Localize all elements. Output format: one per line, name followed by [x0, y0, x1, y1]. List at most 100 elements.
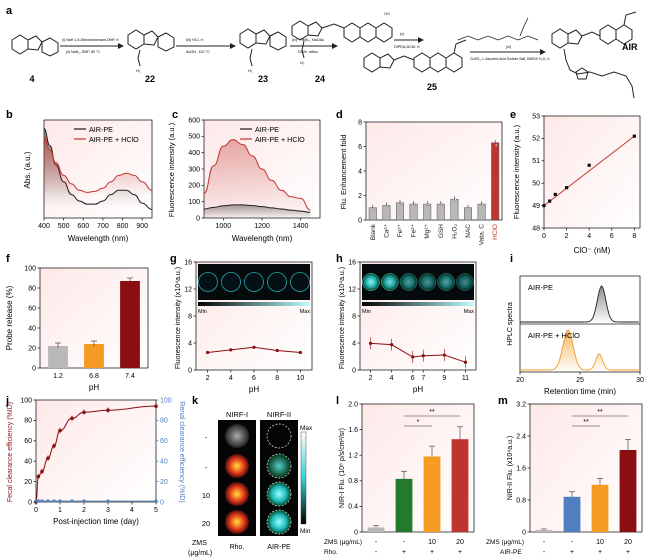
panel-d-bar: [436, 203, 445, 221]
panel-h-well: [399, 273, 418, 291]
panel-j-xtick-label: 4: [130, 507, 134, 514]
panel-h-min-label: Min: [362, 309, 371, 315]
panel-f-category-label: 1.2: [53, 373, 63, 380]
panel-m-bar: [563, 496, 581, 532]
panel-g-ytick-label: 4: [188, 340, 192, 347]
compound-25-structure: [363, 39, 467, 73]
panel-g-scale-bar: [198, 302, 310, 306]
panel-b-xtick-label: 800: [117, 223, 129, 230]
panel-j-plot-area: [35, 399, 157, 503]
step-1-top: (i) NaH 1,5-Dibromohexane,DMF, rt: [62, 38, 119, 42]
panel-f: f 1.2 6.8 7.4 0 20 40 60 80 100 Probe release (%…: [5, 253, 149, 392]
panel-c-xtick-label: 1400: [293, 223, 309, 230]
panel-letter-f: f: [6, 253, 10, 265]
panel-h-xtick-label: 4: [390, 375, 394, 382]
panel-h-max-label: Max: [464, 309, 475, 315]
panel-letter-b: b: [6, 109, 13, 121]
panel-m-ytick-label: 1.6: [516, 465, 526, 472]
panel-i-xtick-label: 25: [576, 377, 584, 384]
svg-text:N₃: N₃: [136, 68, 141, 73]
panel-g-ytick-label: 12: [184, 286, 192, 293]
panel-g-point: [229, 348, 233, 352]
panel-h-xlabel: pH: [413, 385, 423, 394]
panel-m-row-value: +: [626, 549, 630, 556]
panel-k: k NIRF-I NIRF-II Max Min - - 10 20 ZMS (…: [188, 395, 313, 557]
compound-25-label: 25: [427, 82, 437, 92]
panel-j-fecal-point: [46, 456, 50, 460]
panel-h-ytick-label: 8: [352, 313, 356, 320]
panel-g: g Min Max 2 4 6 8 10 0 4 8 12 16 Fluorescence int…: [170, 253, 313, 394]
panel-d-bar: [382, 205, 391, 221]
panel-d-point: [454, 198, 457, 201]
panel-c-marks: 1000 1200 1400 0 100 200 300 400 500 600: [188, 117, 311, 230]
panel-b-xlabel: Wavelength (nm): [68, 234, 129, 243]
panel-c-series-2-area: [204, 139, 311, 218]
panel-g-well: [198, 272, 218, 292]
panel-i-xlabel: Retention time (min): [544, 387, 616, 396]
panel-d-category-label: H₂O₂: [451, 224, 458, 239]
panel-e-ytick-label: 52: [532, 136, 540, 143]
peptide-reagent: [457, 17, 539, 41]
panel-j-fecal-point: [58, 428, 62, 433]
panel-i-bottom-trace: [520, 329, 639, 371]
panel-e-xlabel: ClO⁻ (nM): [574, 246, 611, 255]
panel-l-marks: ---+10+20+***00.40.81.21.62.0: [348, 401, 469, 556]
panel-d-marks: Blank Ca²⁺ Fe³⁺ Fe²⁺ Mg²⁺ GSH H₂O₂ NAC Vata. C HC…: [358, 119, 499, 245]
svg-text:N₃: N₃: [300, 60, 305, 65]
panel-l-bar: [423, 456, 441, 532]
panel-i-ylabel: HPLC spectra: [507, 302, 514, 346]
compound-4-structure: [11, 34, 59, 57]
panel-m-row-value: +: [570, 549, 574, 556]
panel-i-bottom-label: AIR-PE + HClO: [528, 331, 580, 340]
panel-letter-m: m: [498, 395, 508, 407]
panel-j-ytick2-label: 100: [160, 397, 172, 404]
panel-f-ytick-label: 60: [28, 305, 36, 312]
panel-c-ytick-label: 0: [196, 215, 200, 222]
panel-c-xtick-label: 1200: [254, 223, 270, 230]
panel-g-xtick-label: 8: [275, 375, 279, 382]
panel-e-plot-area: [543, 115, 641, 229]
panel-b: b 400 500 600 700 800 900 Abs. (a.u.) Wavelen…: [6, 109, 153, 243]
panel-b-xtick-label: 600: [77, 223, 89, 230]
panel-j-fecal-point: [52, 444, 56, 448]
panel-j-renal-point: [82, 499, 86, 503]
panel-j-fecal-point: [82, 410, 86, 415]
step-3-bottom: DCM, reflux: [298, 50, 318, 54]
panel-d-ylabel: Flu. Enhancement fold: [339, 134, 348, 209]
panel-m-bar: [535, 530, 553, 532]
panel-g-well: [267, 272, 287, 292]
panel-d-bar: [368, 207, 377, 221]
panel-c-ytick-label: 100: [188, 199, 200, 206]
panel-m-sig-label-2: **: [597, 409, 603, 416]
panel-j-ytick2-label: 0: [160, 499, 164, 506]
panel-i-top-trace: [520, 285, 639, 323]
panel-j-xtick-label: 0: [34, 507, 38, 514]
panel-m-bar: [591, 484, 609, 532]
panel-letter-k: k: [192, 395, 199, 407]
panel-k-nir1-spot: [225, 482, 249, 506]
panel-d-point: [386, 204, 389, 207]
panel-c-legend-2: AIR-PE + HClO: [255, 135, 305, 144]
panel-g-well: [244, 272, 264, 292]
panel-d-bar: [464, 207, 472, 221]
panel-e-point: [632, 134, 636, 138]
panel-h-ytick-label: 12: [348, 286, 356, 293]
panel-m-ytick-label: 0.8: [516, 497, 526, 504]
panel-e-xtick-label: 4: [587, 233, 591, 240]
panel-e-point: [564, 186, 569, 190]
panel-g-point: [275, 348, 279, 353]
panel-d-point: [481, 203, 484, 206]
panel-g-marks: 2 4 6 8 10 0 4 8 12 16: [184, 259, 304, 382]
panel-h-well: [456, 273, 474, 291]
panel-m-row-value: -: [571, 539, 574, 546]
panel-k-footer-unit: (μg/mL): [188, 550, 212, 557]
panel-d-category-label: Fe³⁺: [397, 223, 404, 237]
panel-h-image-strip: [362, 264, 474, 300]
panel-l-row-value: -: [403, 539, 406, 546]
panel-d-plot-area: [365, 121, 503, 221]
panel-e-xtick-label: 8: [632, 233, 636, 240]
panel-e-ytick-label: 51: [532, 158, 540, 165]
panel-g-xlabel: pH: [249, 385, 259, 394]
